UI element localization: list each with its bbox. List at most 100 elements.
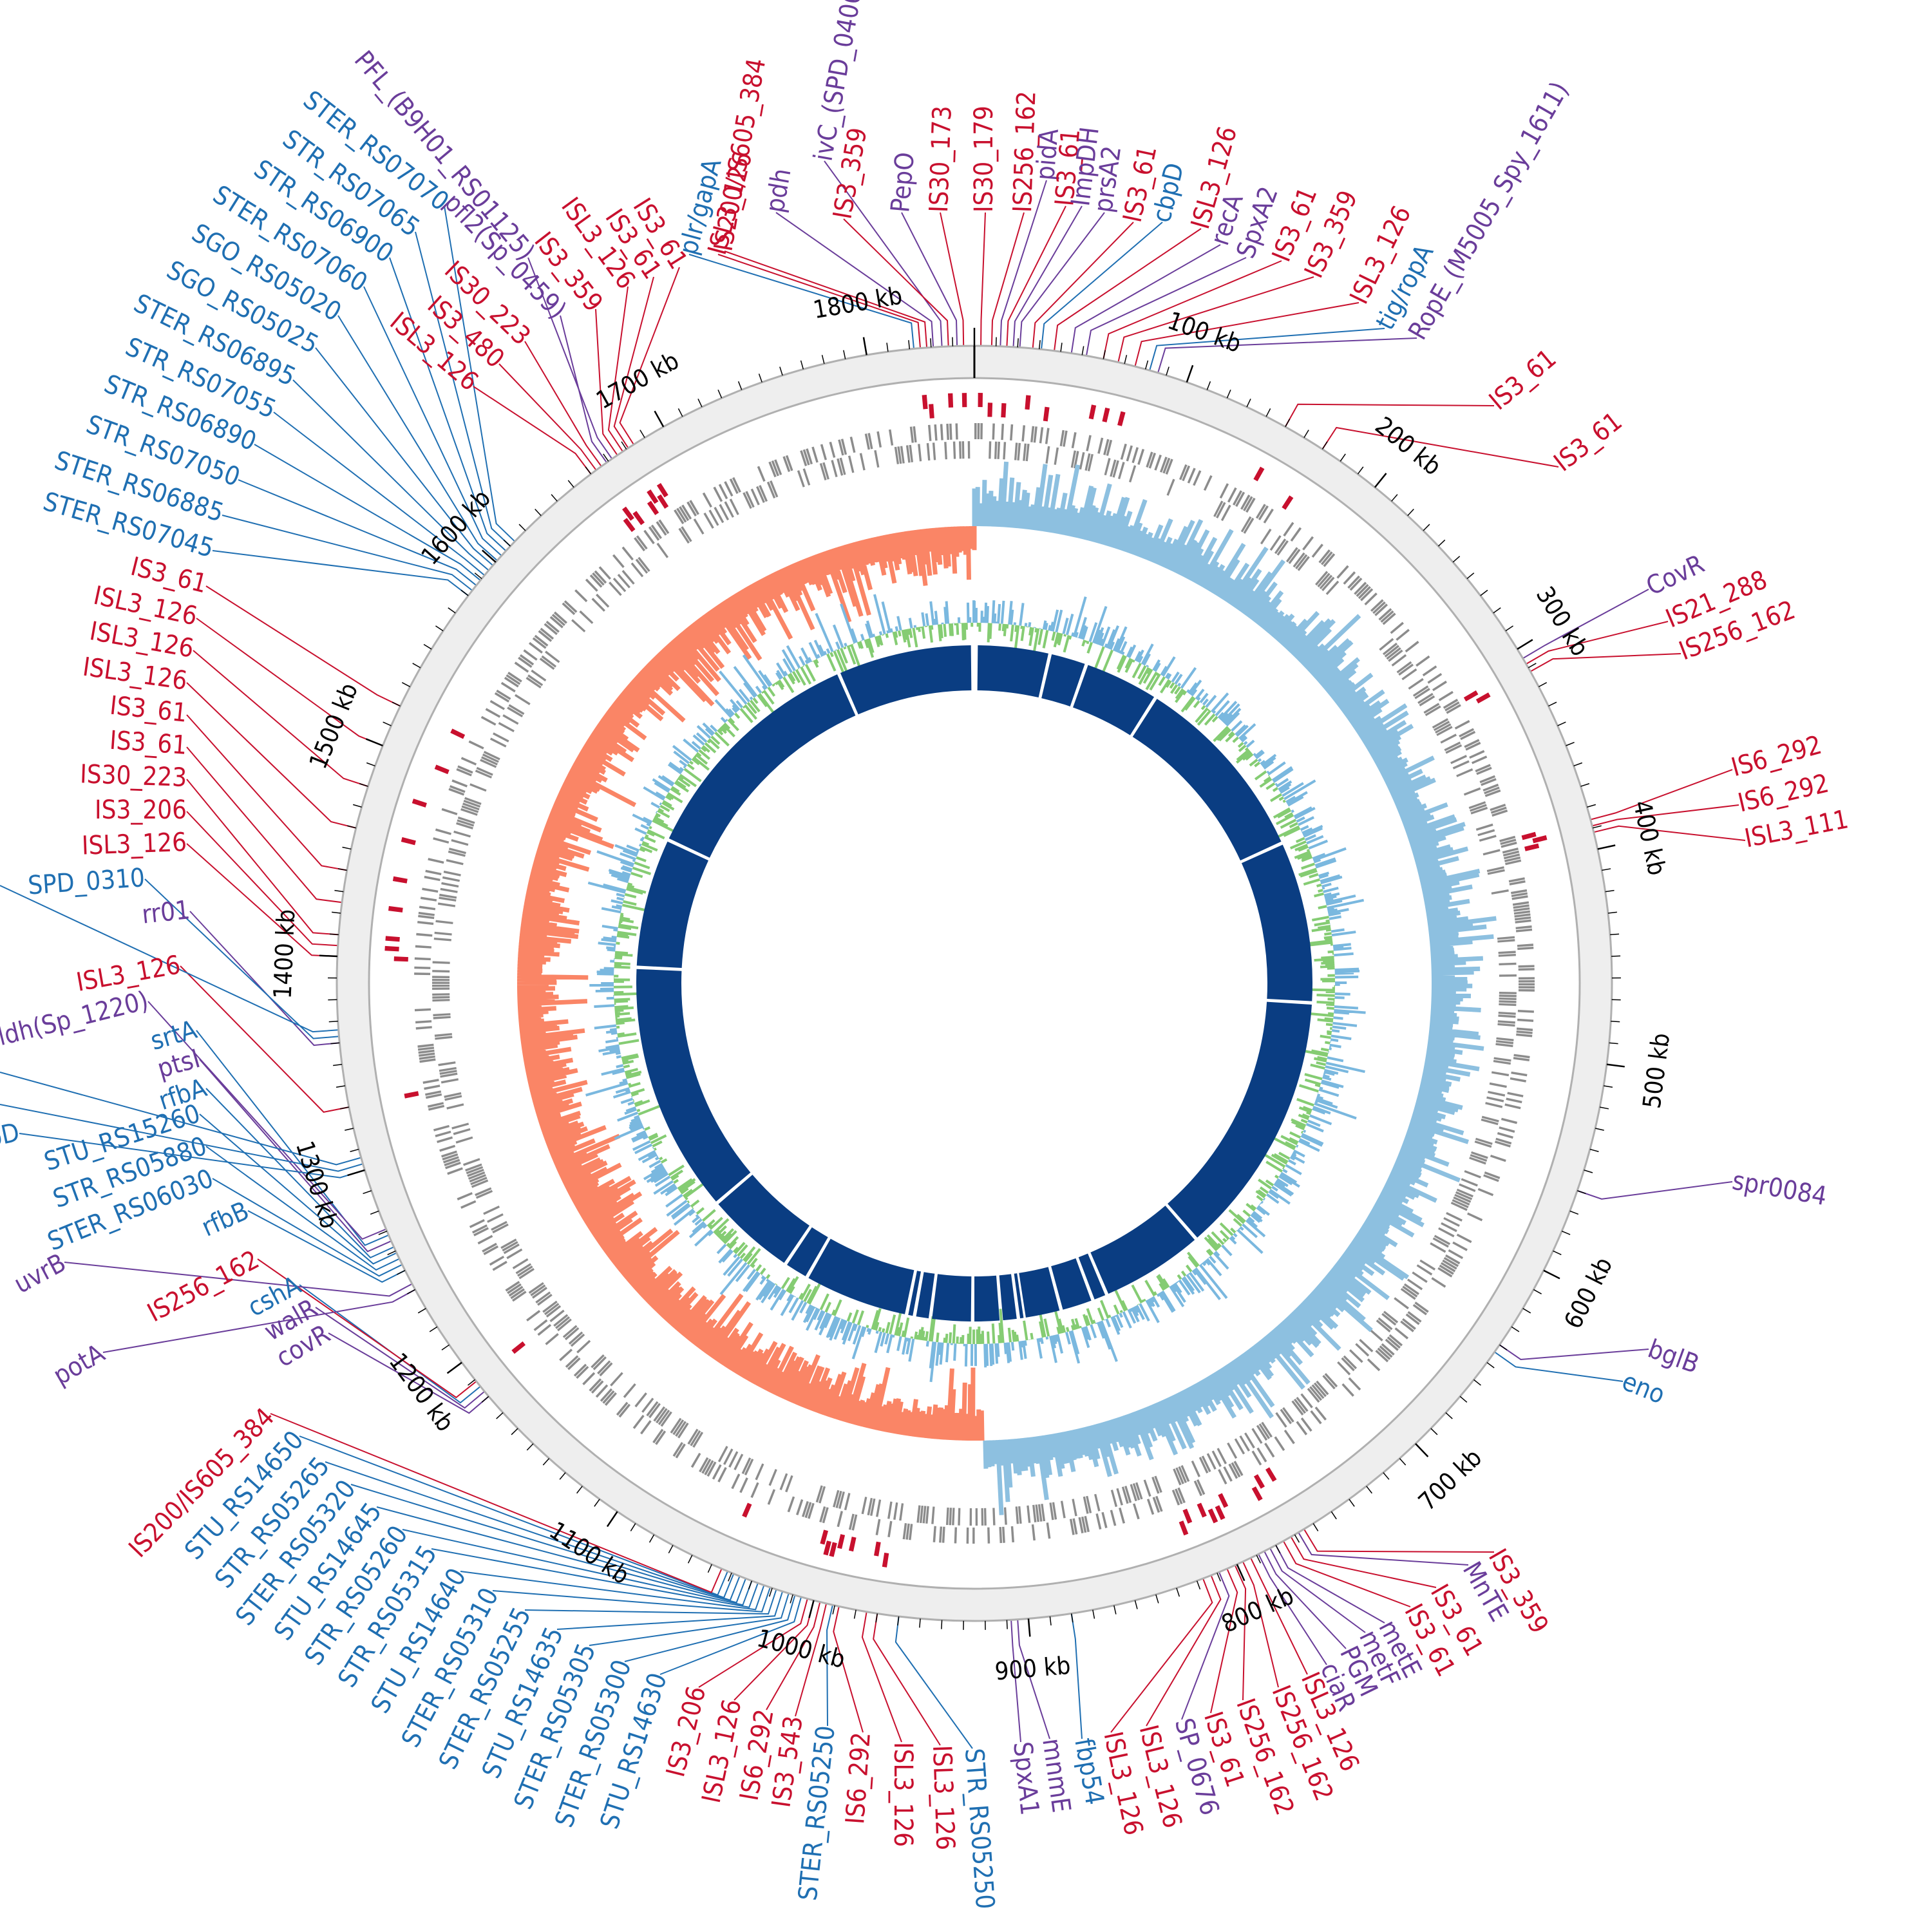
cds-block: [1416, 655, 1430, 667]
minor-tick: [886, 343, 889, 352]
cds-block: [1240, 495, 1251, 510]
feature-label: eno: [1618, 1367, 1669, 1410]
minor-tick: [1399, 1458, 1406, 1466]
cds-block: [1412, 685, 1429, 697]
cds-block: [1234, 1438, 1245, 1455]
cds-block: [1497, 1132, 1513, 1139]
cds-block: [1349, 1349, 1363, 1363]
cds-block: [1498, 951, 1516, 954]
minor-tick: [603, 453, 609, 462]
cds-block: [1470, 1153, 1488, 1162]
cds-block: [1518, 965, 1535, 968]
cds-block: [518, 1267, 535, 1280]
cds-block: [1285, 547, 1298, 563]
cds-block: [1445, 1254, 1461, 1265]
minor-tick: [1312, 1523, 1319, 1531]
minor-tick: [1577, 1190, 1586, 1195]
cds-block: [1133, 1503, 1140, 1520]
cds-block: [1240, 516, 1252, 533]
cds-block: [1159, 457, 1168, 473]
cds-block: [1386, 647, 1401, 660]
cds-block: [1485, 1102, 1503, 1108]
cds-block: [811, 446, 819, 463]
cds-block: [1491, 1071, 1510, 1077]
minor-tick: [1349, 1499, 1355, 1507]
cds-block: [768, 461, 777, 478]
cds-block: [1435, 723, 1452, 734]
cds-block: [442, 1156, 459, 1164]
minor-tick: [748, 1580, 753, 1590]
cds-block: [456, 822, 473, 829]
minor-tick: [1275, 1545, 1281, 1554]
cds-block: [1482, 783, 1499, 792]
minor-tick: [1060, 343, 1063, 352]
cds-block: [443, 870, 461, 876]
cds-block: [612, 578, 627, 592]
cds-block: [1317, 573, 1331, 588]
cds-block: [1504, 1103, 1521, 1110]
minor-tick: [1600, 1106, 1609, 1110]
cds-block: [444, 1159, 460, 1166]
cds-block: [756, 486, 765, 503]
cds-block: [591, 1354, 605, 1368]
is-element-mark: [1208, 1508, 1218, 1524]
cds-block: [1368, 1328, 1383, 1341]
cds-block: [422, 1079, 439, 1084]
blast-segment: [1051, 1258, 1092, 1310]
feature-label: IS30_223: [79, 759, 187, 793]
cds-block: [1120, 443, 1127, 460]
cds-block: [500, 681, 516, 693]
minor-tick: [503, 539, 511, 547]
cds-block: [1041, 1504, 1046, 1522]
cds-block: [916, 1505, 921, 1523]
cds-block: [549, 1309, 565, 1323]
cds-block: [419, 905, 436, 911]
minor-tick: [363, 1190, 372, 1195]
cds-block: [1391, 654, 1407, 667]
cds-block: [1325, 580, 1340, 595]
cds-block: [515, 1263, 532, 1274]
minor-tick: [1285, 419, 1291, 428]
cds-block: [510, 1288, 526, 1300]
minor-tick: [511, 1428, 518, 1435]
cds-block: [1488, 1090, 1506, 1097]
minor-tick: [630, 1523, 636, 1531]
cds-block: [440, 1072, 458, 1078]
cds-block: [1315, 571, 1329, 586]
cds-block: [1162, 457, 1171, 474]
minor-tick: [481, 1396, 489, 1403]
cds-block: [1483, 1174, 1499, 1182]
cds-block: [1097, 437, 1104, 454]
cds-block: [512, 1291, 527, 1302]
cds-block: [489, 700, 505, 710]
feature-label: ISL3_126: [927, 1745, 960, 1851]
cds-block: [1112, 460, 1119, 478]
cds-block: [545, 650, 560, 663]
cds-block: [1470, 806, 1488, 815]
cds-block: [1463, 787, 1481, 796]
cds-block: [949, 423, 952, 440]
cds-block: [534, 634, 549, 647]
cds-block: [1419, 695, 1435, 706]
cds-block: [1203, 475, 1213, 491]
cds-block: [1499, 962, 1517, 966]
cds-block: [808, 1502, 815, 1519]
cds-block: [621, 570, 635, 585]
minor-tick: [1176, 1587, 1180, 1597]
cds-block: [1433, 721, 1450, 732]
cds-block: [1374, 603, 1388, 616]
is-element-mark: [1043, 406, 1050, 422]
cds-block: [833, 1490, 840, 1508]
cds-block: [1446, 1212, 1463, 1222]
cds-block: [717, 1446, 728, 1463]
cds-block: [1442, 1259, 1457, 1270]
cds-block: [653, 1406, 666, 1422]
cds-block: [1499, 974, 1517, 977]
feature-label: 6910: [0, 1056, 3, 1095]
cds-block: [652, 1428, 664, 1444]
cds-block: [1512, 901, 1530, 906]
cds-block: [1086, 1495, 1092, 1513]
cds-block: [876, 1499, 882, 1517]
cds-block: [1072, 1499, 1077, 1517]
cds-block: [949, 1508, 952, 1526]
